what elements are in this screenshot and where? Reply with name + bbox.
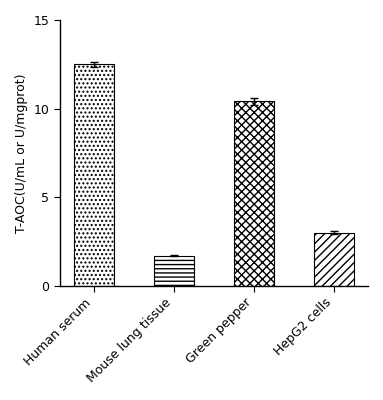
- Bar: [154, 256, 194, 286]
- Bar: [314, 232, 354, 286]
- Bar: [74, 64, 114, 286]
- Bar: [234, 102, 274, 286]
- Y-axis label: T-AOC(U/mL or U/mgprot): T-AOC(U/mL or U/mgprot): [15, 73, 28, 232]
